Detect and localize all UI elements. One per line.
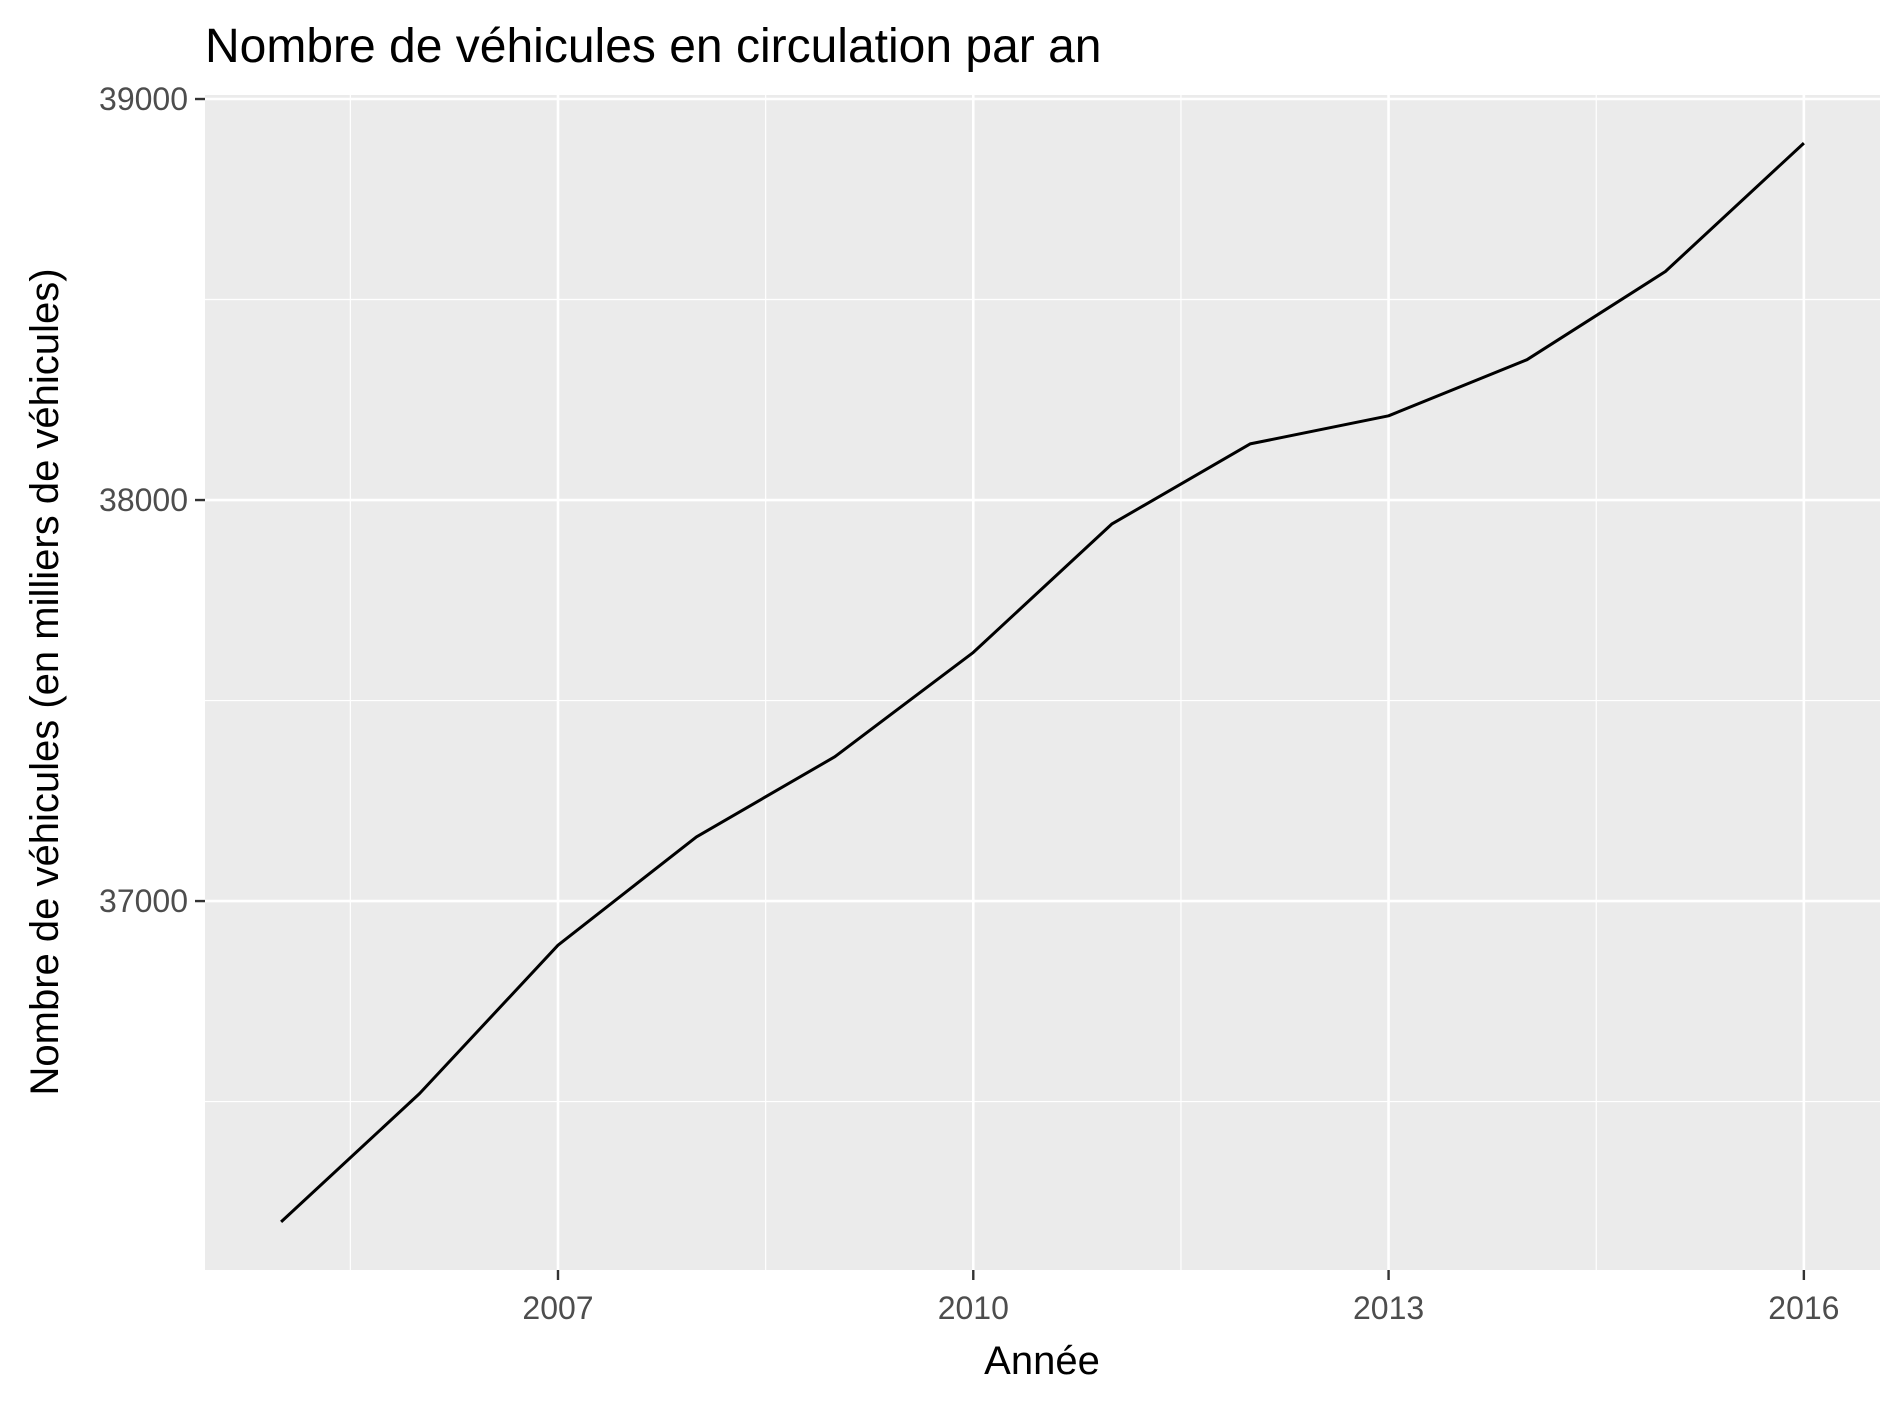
minor-gridlines [205,95,1880,1270]
y-tick-label-38000: 38000 [99,482,188,518]
x-tick-label-2016: 2016 [1768,1290,1839,1326]
y-axis-title: Nombre de véhicules (en milliers de véhi… [23,268,67,1095]
x-tick-label-2007: 2007 [522,1290,593,1326]
y-axis: 37000 38000 39000 [99,81,205,919]
x-tick-label-2013: 2013 [1353,1290,1424,1326]
series-line [280,141,1805,1224]
x-tick-label-2010: 2010 [938,1290,1009,1326]
chart-title: Nombre de véhicules en circulation par a… [205,20,1101,73]
y-tick-label-37000: 37000 [99,883,188,919]
plot-panel [205,95,1880,1270]
x-axis: 2007 2010 2013 2016 [522,1270,1839,1326]
y-tick-label-39000: 39000 [99,81,188,117]
x-axis-title: Année [984,1339,1100,1383]
major-gridlines [205,95,1880,1270]
